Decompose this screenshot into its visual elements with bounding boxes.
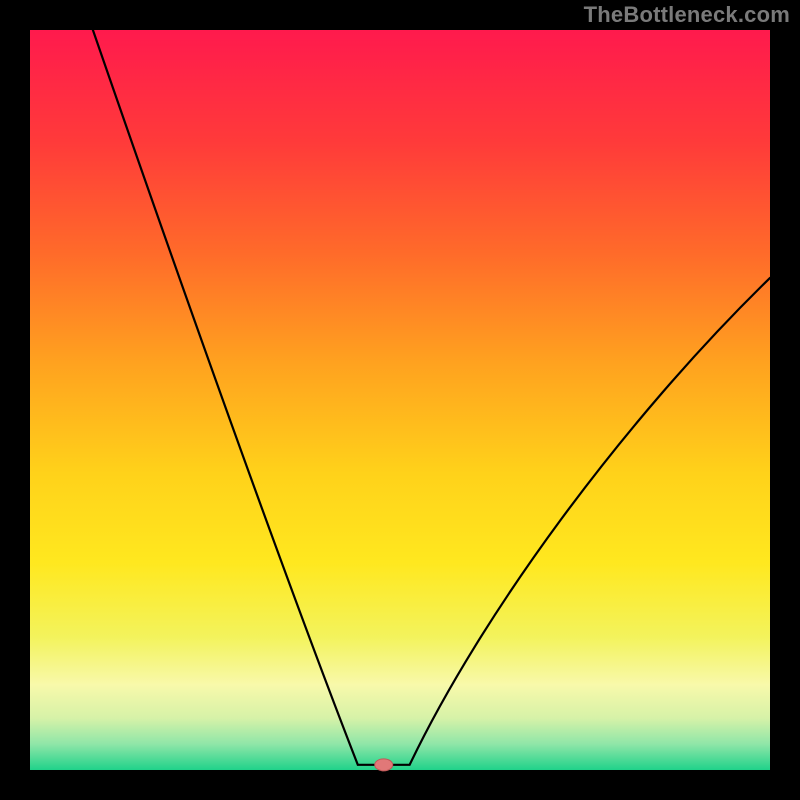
chart-svg <box>0 0 800 800</box>
optimal-point-marker <box>375 759 393 771</box>
plot-area <box>30 30 770 770</box>
chart-stage: TheBottleneck.com <box>0 0 800 800</box>
watermark-text: TheBottleneck.com <box>584 2 790 28</box>
